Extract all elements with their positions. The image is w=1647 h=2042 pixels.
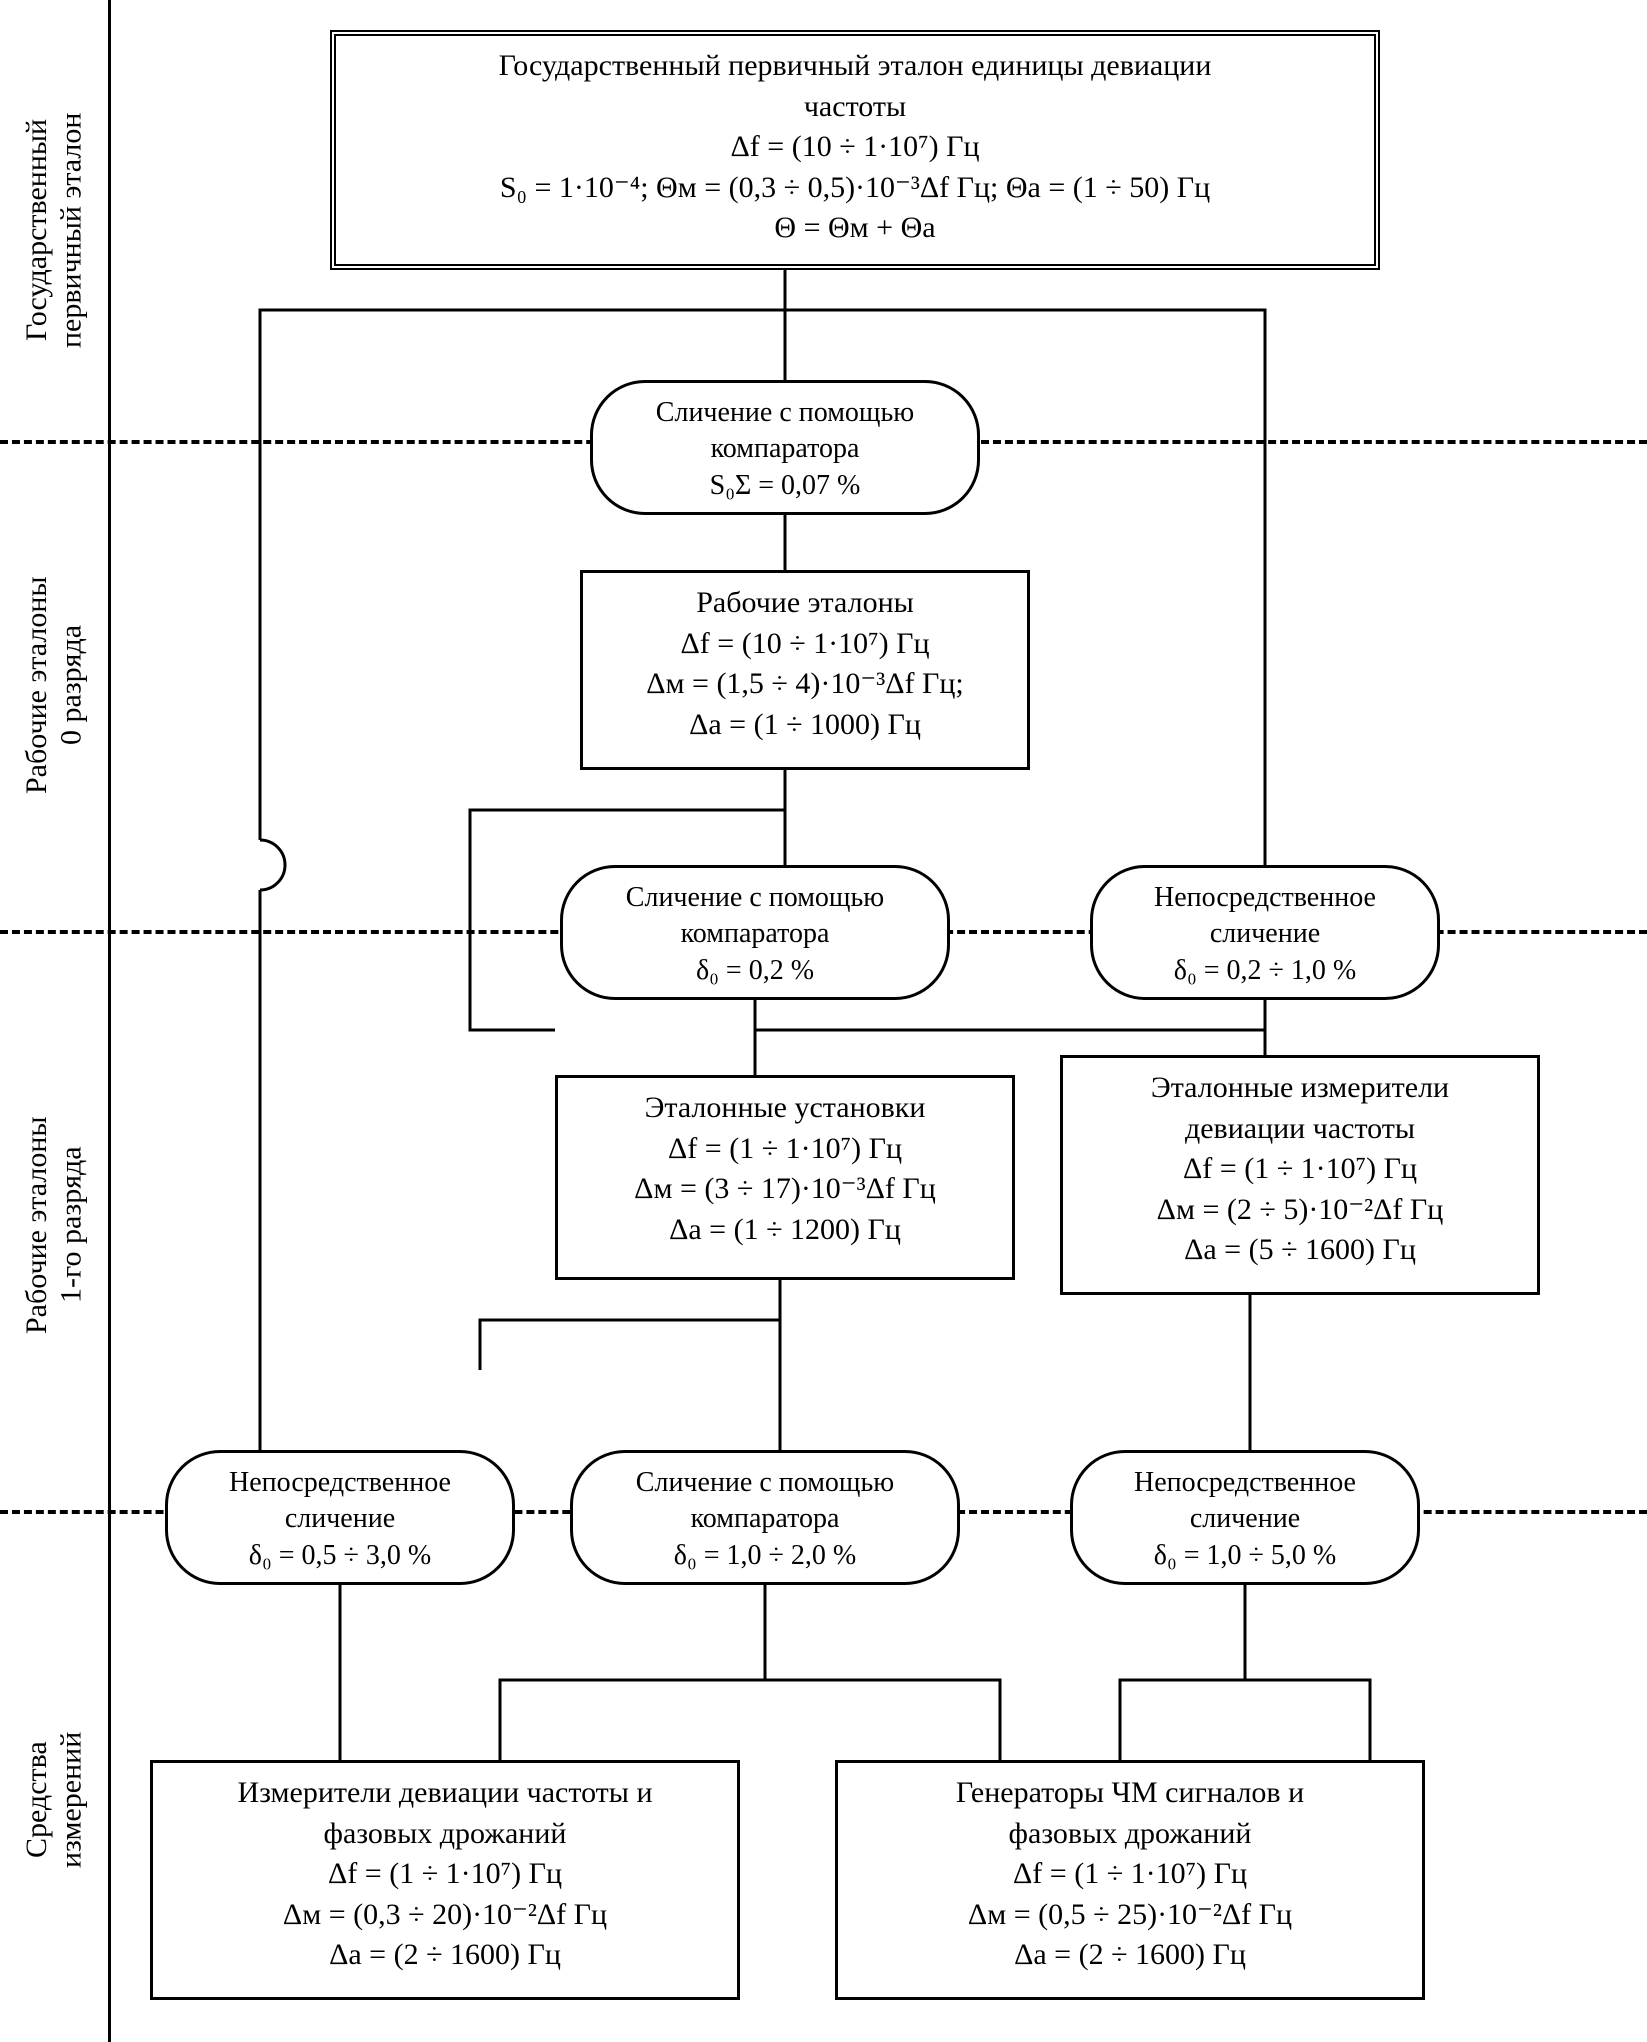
side-separator [108, 0, 111, 2042]
connectors [0, 0, 1647, 2042]
box-text: Эталонные измерители девиации частоты Δf… [1151, 1071, 1449, 1266]
fm-generators: Генераторы ЧМ сигналов и фазовых дрожани… [835, 1760, 1425, 2000]
box-text: Сличение с помощью компаратора S₀Σ = 0,0… [656, 397, 914, 501]
side-label-rank1: Рабочие эталоны 1-го разряда [20, 970, 108, 1480]
side-label-text: Государственный первичный эталон [20, 112, 88, 347]
primary-standard-box: Государственный первичный эталон единицы… [330, 30, 1380, 270]
reference-meters: Эталонные измерители девиации частоты Δf… [1060, 1055, 1540, 1295]
comparator-1: Сличение с помощью компаратора S₀Σ = 0,0… [590, 380, 980, 515]
working-standards-0: Рабочие эталоны Δf = (10 ÷ 1·10⁷) Гц Δм … [580, 570, 1030, 770]
box-text: Сличение с помощью компаратора δ₀ = 1,0 … [636, 1467, 894, 1571]
diagram-page: Государственный первичный эталон Рабочие… [0, 0, 1647, 2042]
direct-compare-3: Непосредственное сличение δ₀ = 1,0 ÷ 5,0… [1070, 1450, 1420, 1585]
direct-compare-2: Непосредственное сличение δ₀ = 0,5 ÷ 3,0… [165, 1450, 515, 1585]
box-text: Рабочие эталоны Δf = (10 ÷ 1·10⁷) Гц Δм … [646, 586, 963, 741]
side-label-means: Средства измерений [20, 1600, 108, 2000]
side-label-rank0: Рабочие эталоны 0 разряда [20, 470, 108, 900]
reference-setups: Эталонные установки Δf = (1 ÷ 1·10⁷) Гц … [555, 1075, 1015, 1280]
box-text: Непосредственное сличение δ₀ = 0,5 ÷ 3,0… [229, 1467, 451, 1571]
direct-compare-1: Непосредственное сличение δ₀ = 0,2 ÷ 1,0… [1090, 865, 1440, 1000]
box-text: Сличение с помощью компаратора δ₀ = 0,2 … [626, 882, 884, 986]
box-text: Измерители девиации частоты и фазовых др… [237, 1776, 652, 1971]
box-text: Генераторы ЧМ сигналов и фазовых дрожани… [956, 1776, 1304, 1971]
comparator-3: Сличение с помощью компаратора δ₀ = 1,0 … [570, 1450, 960, 1585]
box-text: Непосредственное сличение δ₀ = 0,2 ÷ 1,0… [1154, 882, 1376, 986]
side-label-primary: Государственный первичный эталон [20, 40, 108, 420]
box-text: Государственный первичный эталон единицы… [499, 49, 1212, 244]
comparator-2: Сличение с помощью компаратора δ₀ = 0,2 … [560, 865, 950, 1000]
side-label-text: Рабочие эталоны 0 разряда [20, 576, 88, 794]
side-label-text: Рабочие эталоны 1-го разряда [20, 1116, 88, 1334]
deviation-meters: Измерители девиации частоты и фазовых др… [150, 1760, 740, 2000]
box-text: Эталонные установки Δf = (1 ÷ 1·10⁷) Гц … [634, 1091, 936, 1246]
box-text: Непосредственное сличение δ₀ = 1,0 ÷ 5,0… [1134, 1467, 1356, 1571]
side-label-text: Средства измерений [20, 1732, 88, 1868]
